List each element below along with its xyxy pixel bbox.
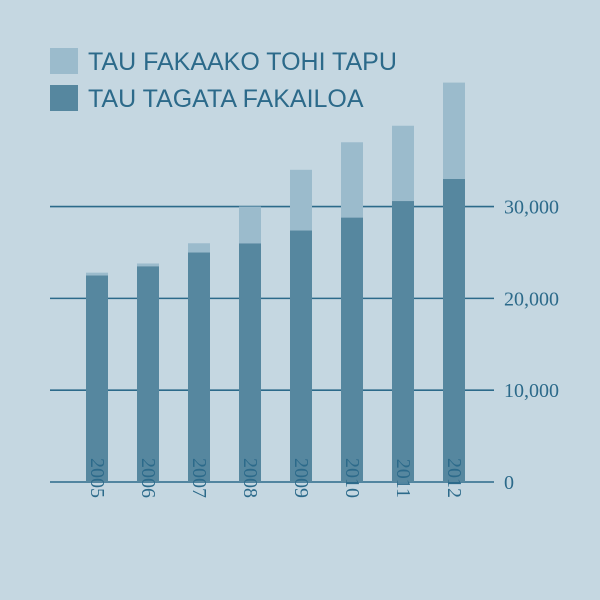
legend-swatch — [50, 85, 78, 111]
x-tick-label: 2008 — [239, 458, 261, 498]
bar-2008-series-1 — [239, 206, 261, 244]
bar-2008-series-0 — [239, 243, 261, 482]
y-tick-label: 20,000 — [504, 288, 559, 310]
bar-2005-series-0 — [86, 275, 108, 482]
legend-label: TAU TAGATA FAKAILOA — [88, 85, 364, 113]
bar-2007-series-1 — [188, 243, 210, 253]
x-tick-label: 2011 — [392, 459, 414, 498]
bar-2009-series-0 — [290, 230, 312, 482]
y-tick-label: 10,000 — [504, 380, 559, 402]
x-tick-label: 2006 — [137, 458, 159, 498]
bar-2005-series-1 — [86, 272, 108, 276]
gridlines — [50, 205, 494, 483]
y-tick-label: 30,000 — [504, 197, 559, 219]
legend-swatch — [50, 48, 78, 74]
bars — [86, 82, 465, 482]
bar-2006-series-0 — [137, 266, 159, 482]
y-tick-label: 0 — [504, 472, 514, 494]
x-tick-labels: 2005 2006 2007 2008 2009 2010 2011 2012 — [86, 458, 465, 498]
legend: TAU FAKAAKO TOHI TAPU TAU TAGATA FAKAILOA — [50, 48, 397, 113]
bar-2012-series-0 — [443, 179, 465, 482]
x-tick-label: 2012 — [443, 458, 465, 498]
bar-2007-series-0 — [188, 252, 210, 482]
x-tick-label: 2009 — [290, 458, 312, 498]
x-tick-label: 2005 — [86, 458, 108, 498]
x-tick-label: 2007 — [188, 458, 210, 498]
bar-2011-series-0 — [392, 201, 414, 482]
bar-2012-series-1 — [443, 82, 465, 179]
bar-2009-series-1 — [290, 169, 312, 231]
bar-2006-series-1 — [137, 263, 159, 267]
bar-2011-series-1 — [392, 125, 414, 202]
y-tick-labels: 0 10,000 20,000 30,000 — [504, 197, 559, 494]
bar-2010-series-0 — [341, 217, 363, 482]
bar-2010-series-1 — [341, 142, 363, 218]
legend-label: TAU FAKAAKO TOHI TAPU — [88, 48, 397, 76]
x-tick-label: 2010 — [341, 458, 363, 498]
